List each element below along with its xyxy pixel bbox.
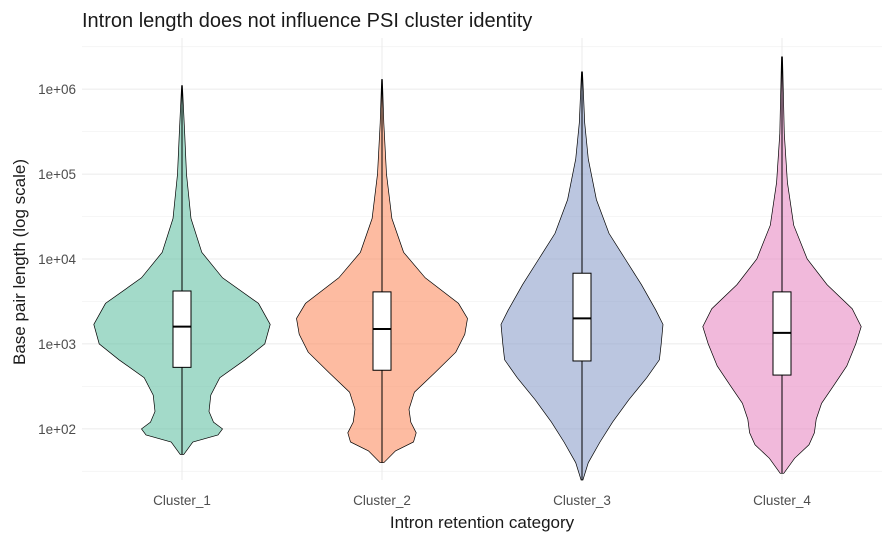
violin-layer bbox=[93, 56, 862, 481]
x-tick-label: Cluster_2 bbox=[353, 493, 411, 508]
x-tick-label: Cluster_4 bbox=[753, 493, 811, 508]
violin-group-cluster_3 bbox=[500, 71, 664, 481]
y-axis-title: Base pair length (log scale) bbox=[10, 159, 29, 365]
x-axis-ticks: Cluster_1 Cluster_2 Cluster_3 Cluster_4 bbox=[153, 493, 811, 508]
chart-title: Intron length does not influence PSI clu… bbox=[82, 10, 532, 32]
y-tick-label: 1e+02 bbox=[38, 422, 76, 437]
y-axis-ticks: 1e+02 1e+03 1e+04 1e+05 1e+06 bbox=[38, 82, 76, 437]
x-tick-label: Cluster_3 bbox=[553, 493, 611, 508]
y-tick-label: 1e+03 bbox=[38, 337, 76, 352]
y-tick-label: 1e+04 bbox=[38, 252, 76, 267]
violin-group-cluster_4 bbox=[702, 56, 862, 474]
x-axis-title: Intron retention category bbox=[390, 513, 575, 532]
iqr-box bbox=[572, 272, 592, 362]
iqr-box bbox=[372, 291, 392, 371]
y-tick-label: 1e+06 bbox=[38, 82, 76, 97]
violin-group-cluster_1 bbox=[93, 85, 271, 455]
violin-group-cluster_2 bbox=[296, 79, 468, 464]
x-tick-label: Cluster_1 bbox=[153, 493, 211, 508]
y-tick-label: 1e+05 bbox=[38, 167, 76, 182]
iqr-box bbox=[172, 290, 192, 368]
